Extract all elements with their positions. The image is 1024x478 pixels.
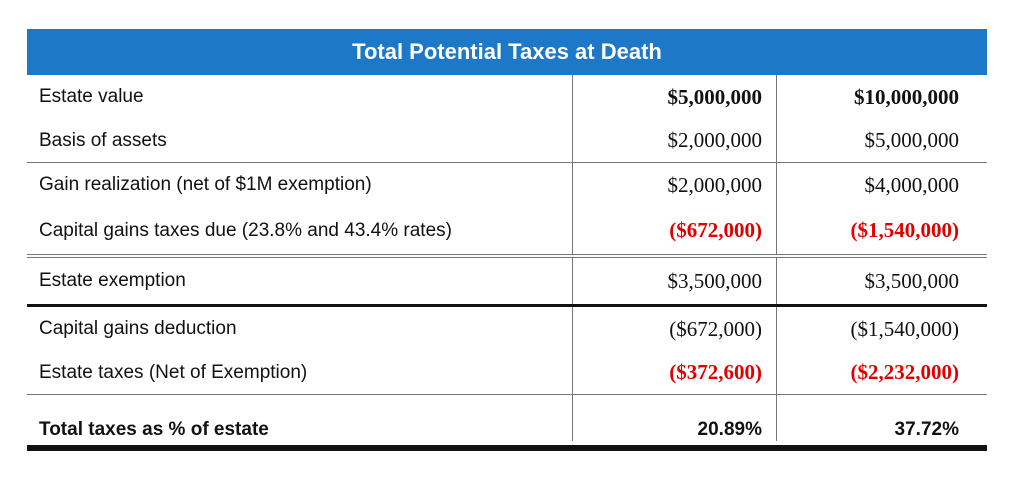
- table-row-capital-gains-deduction: Capital gains deduction ($672,000) ($1,5…: [27, 307, 987, 351]
- value-5m-scenario: $2,000,000: [572, 119, 776, 162]
- value-10m-scenario: $5,000,000: [776, 119, 987, 162]
- row-label: Gain realization (net of $1M exemption): [39, 174, 372, 195]
- table-row-estate-value: Estate value $5,000,000 $10,000,000: [27, 75, 987, 119]
- row-label: Total taxes as % of estate: [39, 419, 269, 440]
- table-row-estate-taxes: Estate taxes (Net of Exemption) ($372,60…: [27, 351, 987, 395]
- row-label: Basis of assets: [39, 129, 167, 151]
- value-10m-scenario: 37.72%: [776, 395, 987, 441]
- row-label: Capital gains deduction: [39, 318, 237, 339]
- value-10m-scenario: $4,000,000: [776, 163, 987, 207]
- value-10m-scenario: ($1,540,000): [776, 307, 987, 351]
- table-row-gain-realization: Gain realization (net of $1M exemption) …: [27, 163, 987, 207]
- value-5m-scenario: $5,000,000: [572, 75, 776, 119]
- tax-table: Total Potential Taxes at Death Estate va…: [27, 29, 987, 451]
- value-10m-scenario: $3,500,000: [776, 258, 987, 304]
- value-5m-scenario: $3,500,000: [572, 258, 776, 304]
- row-label: Estate value: [39, 86, 144, 107]
- table-row-capital-gains-taxes: Capital gains taxes due (23.8% and 43.4%…: [27, 207, 987, 258]
- value-5m-scenario: ($672,000): [572, 207, 776, 254]
- row-label: Estate exemption: [39, 270, 186, 291]
- row-label: Capital gains taxes due (23.8% and 43.4%…: [39, 219, 452, 241]
- value-10m-scenario: ($2,232,000): [776, 351, 987, 394]
- value-5m-scenario: ($672,000): [572, 307, 776, 351]
- value-5m-scenario: $2,000,000: [572, 163, 776, 207]
- row-label: Estate taxes (Net of Exemption): [39, 361, 308, 383]
- value-5m-scenario: 20.89%: [572, 395, 776, 441]
- value-10m-scenario: ($1,540,000): [776, 207, 987, 254]
- table-row-total: Total taxes as % of estate 20.89% 37.72%: [27, 395, 987, 451]
- value-5m-scenario: ($372,600): [572, 351, 776, 394]
- table-title: Total Potential Taxes at Death: [27, 29, 987, 75]
- table-row-estate-exemption: Estate exemption $3,500,000 $3,500,000: [27, 258, 987, 307]
- value-10m-scenario: $10,000,000: [776, 75, 987, 119]
- table-row-basis: Basis of assets $2,000,000 $5,000,000: [27, 119, 987, 163]
